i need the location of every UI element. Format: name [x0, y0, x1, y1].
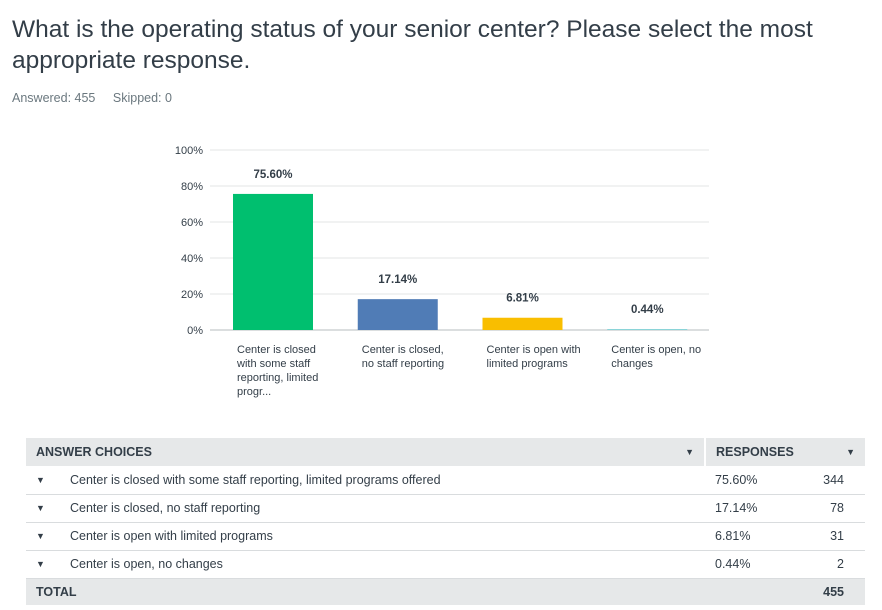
table-row: ▼ Center is open, no changes 0.44% 2 — [26, 550, 865, 579]
question-title: What is the operating status of your sen… — [12, 16, 813, 74]
skipped-count: Skipped: 0 — [112, 91, 172, 105]
response-count: 2 — [785, 550, 865, 579]
y-tick-label: 100% — [175, 145, 203, 157]
y-tick-label: 60% — [181, 217, 203, 229]
choice-label: Center is open with limited programs — [60, 522, 705, 551]
results-table: ANSWER CHOICES ▼ RESPONSES ▼ ▼ Center is… — [26, 438, 865, 605]
x-tick-label: Center is open with limited programs — [487, 344, 581, 370]
response-count: 344 — [785, 466, 865, 495]
total-percent — [705, 578, 785, 605]
response-percent: 0.44% — [705, 550, 785, 579]
bar — [482, 317, 563, 330]
expand-caret-icon[interactable]: ▼ — [26, 550, 60, 579]
data-label: 17.14% — [378, 274, 417, 286]
y-tick-label: 40% — [181, 253, 203, 265]
responses-header[interactable]: RESPONSES ▼ — [704, 438, 865, 466]
bar — [233, 193, 313, 330]
choice-label: Center is open, no changes — [60, 550, 705, 579]
choice-label: Center is closed, no staff reporting — [60, 494, 705, 523]
table-row: ▼ Center is closed with some staff repor… — [26, 466, 865, 495]
x-tick-label: Center is open, no changes — [611, 344, 701, 370]
choice-label: Center is closed with some staff reporti… — [60, 466, 705, 495]
sort-down-icon[interactable]: ▼ — [685, 447, 694, 457]
response-percent: 6.81% — [705, 522, 785, 551]
response-percent: 75.60% — [705, 466, 785, 495]
x-tick-label: Center is closed, no staff reporting — [362, 344, 444, 370]
total-row: TOTAL 455 — [26, 578, 865, 605]
response-percent: 17.14% — [705, 494, 785, 523]
answer-choices-header-label: ANSWER CHOICES — [36, 445, 152, 459]
table-row: ▼ Center is closed, no staff reporting 1… — [26, 494, 865, 523]
response-count: 78 — [785, 494, 865, 523]
bar — [357, 299, 438, 330]
response-count: 31 — [785, 522, 865, 551]
x-tick-label: Center is closed with some staff reporting… — [236, 344, 318, 398]
expand-caret-icon[interactable]: ▼ — [26, 494, 60, 523]
responses-header-label: RESPONSES — [716, 445, 794, 459]
y-tick-label: 0% — [187, 325, 203, 337]
sort-down-icon[interactable]: ▼ — [846, 447, 855, 457]
answer-choices-header[interactable]: ANSWER CHOICES ▼ — [26, 438, 705, 466]
bar-chart: 0% 20% 40% 60% 80% 100% 75.60% Center is closed… — [175, 145, 709, 398]
expand-caret-icon[interactable]: ▼ — [26, 522, 60, 551]
answered-count: Answered: 455 — [12, 91, 96, 105]
data-label: 0.44% — [631, 304, 664, 316]
data-label: 75.60% — [253, 169, 292, 181]
total-label: TOTAL — [26, 578, 705, 605]
response-stats: Answered: 455 Skipped: 0 — [12, 91, 186, 105]
y-tick-label: 20% — [181, 289, 203, 301]
y-tick-label: 80% — [181, 181, 203, 193]
data-label: 6.81% — [506, 293, 539, 305]
table-row: ▼ Center is open with limited programs 6… — [26, 522, 865, 551]
bar — [607, 329, 688, 330]
expand-caret-icon[interactable]: ▼ — [26, 466, 60, 495]
total-count: 455 — [785, 578, 865, 605]
